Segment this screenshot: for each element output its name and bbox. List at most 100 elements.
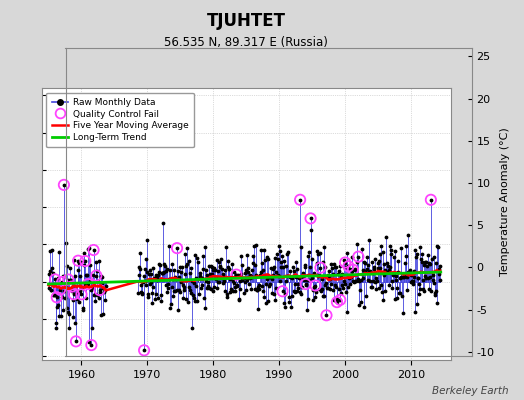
Point — [219, 258, 227, 264]
Point — [442, 258, 451, 264]
Point — [447, 171, 456, 178]
Point — [457, 246, 465, 253]
Point — [300, 275, 309, 281]
Point — [189, 294, 197, 300]
Point — [165, 239, 173, 245]
Point — [248, 261, 256, 267]
Point — [362, 240, 370, 246]
Text: TJUHTET: TJUHTET — [207, 12, 286, 30]
Point — [248, 276, 257, 282]
Point — [211, 316, 219, 323]
Point — [376, 236, 384, 242]
Point — [271, 235, 279, 242]
Point — [375, 262, 384, 268]
Point — [390, 264, 399, 270]
Point — [282, 228, 291, 235]
Point — [378, 288, 386, 294]
Point — [114, 286, 122, 292]
Point — [177, 257, 185, 263]
Point — [411, 236, 420, 243]
Point — [281, 274, 289, 281]
Point — [416, 276, 424, 283]
Point — [281, 251, 290, 258]
Point — [212, 266, 220, 272]
Point — [441, 246, 449, 252]
Point — [214, 286, 222, 292]
Point — [104, 268, 112, 274]
Point — [187, 271, 195, 277]
Point — [111, 336, 119, 342]
Point — [422, 243, 431, 249]
Point — [363, 276, 372, 282]
Point — [82, 264, 90, 271]
Point — [178, 254, 186, 260]
Point — [351, 255, 359, 262]
Point — [228, 255, 237, 262]
Point — [451, 265, 460, 272]
Point — [207, 270, 215, 276]
Point — [235, 239, 243, 246]
Point — [305, 233, 313, 240]
Point — [287, 259, 296, 266]
Point — [336, 232, 344, 239]
Point — [115, 257, 124, 264]
Point — [436, 278, 444, 284]
Point — [124, 274, 132, 280]
Point — [191, 244, 199, 250]
Point — [401, 244, 409, 250]
Point — [276, 295, 285, 302]
Point — [295, 233, 303, 239]
Point — [452, 277, 460, 284]
Point — [297, 224, 305, 230]
Point — [336, 256, 345, 262]
Point — [288, 267, 297, 273]
Point — [411, 254, 419, 260]
Point — [271, 244, 280, 250]
Point — [333, 268, 342, 275]
Point — [110, 264, 118, 270]
Point — [274, 256, 282, 263]
Point — [443, 242, 452, 248]
Point — [389, 270, 398, 276]
Point — [183, 244, 191, 250]
Point — [309, 293, 318, 300]
Point — [285, 236, 293, 243]
Point — [320, 270, 329, 276]
Point — [166, 218, 174, 224]
Point — [270, 259, 278, 266]
Point — [360, 256, 368, 262]
Point — [337, 272, 345, 278]
Point — [69, 272, 77, 278]
Point — [431, 252, 439, 259]
Point — [374, 221, 383, 228]
Point — [417, 260, 425, 267]
Point — [96, 276, 104, 283]
Point — [89, 262, 97, 268]
Point — [159, 232, 167, 238]
Point — [247, 250, 255, 256]
Point — [202, 270, 211, 276]
Point — [456, 262, 465, 269]
Point — [331, 285, 340, 291]
Point — [312, 274, 320, 280]
Point — [220, 268, 228, 274]
Point — [88, 262, 96, 268]
Point — [259, 235, 268, 242]
Point — [116, 252, 125, 259]
Point — [433, 233, 442, 240]
Point — [269, 273, 278, 279]
Point — [91, 270, 99, 276]
Point — [311, 247, 319, 254]
Point — [244, 274, 252, 281]
Point — [174, 256, 183, 263]
Point — [88, 316, 96, 323]
Point — [323, 267, 332, 273]
Point — [379, 228, 388, 234]
Point — [96, 284, 105, 290]
Point — [313, 276, 321, 282]
Point — [261, 277, 270, 283]
Point — [383, 243, 391, 249]
Point — [206, 288, 215, 294]
Point — [353, 268, 361, 274]
Point — [100, 242, 108, 248]
